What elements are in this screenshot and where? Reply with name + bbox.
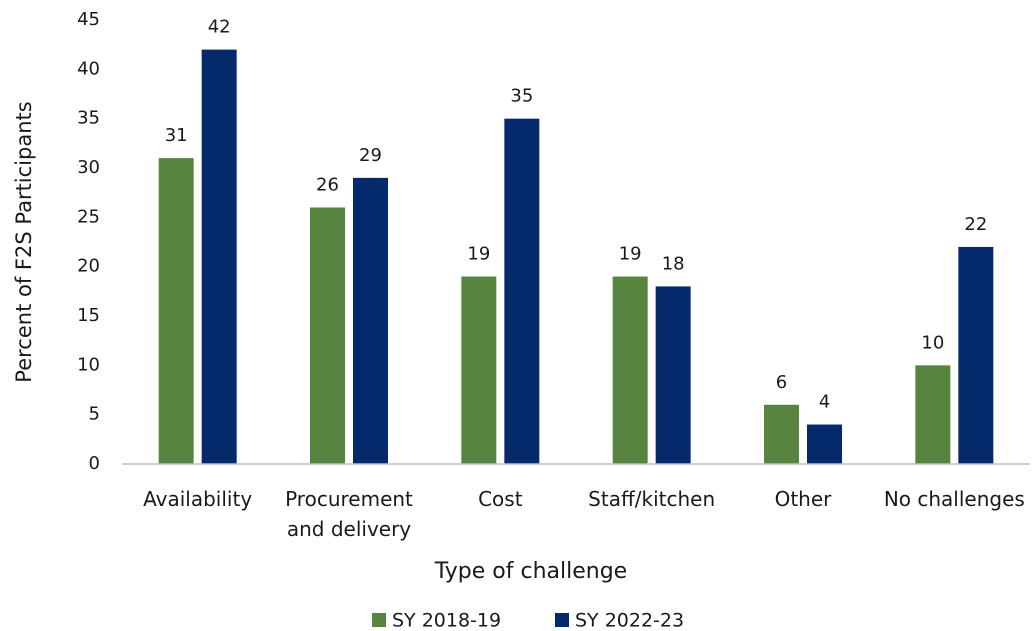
- data-label: 42: [208, 17, 231, 38]
- data-label: 31: [165, 125, 188, 146]
- x-axis-title: Type of challenge: [434, 559, 627, 584]
- y-tick-label: 45: [77, 9, 100, 30]
- y-axis-title: Percent of F2S Participants: [12, 101, 36, 382]
- data-label: 29: [359, 145, 382, 166]
- legend-label: SY 2022-23: [575, 610, 684, 631]
- bar: [764, 404, 799, 464]
- y-tick-label: 35: [77, 108, 100, 129]
- bar: [655, 286, 691, 464]
- data-label: 10: [921, 332, 944, 353]
- bar: [310, 207, 345, 464]
- data-label: 35: [510, 86, 533, 107]
- y-tick-label: 5: [89, 404, 100, 425]
- bar: [807, 424, 842, 464]
- y-tick-label: 30: [77, 157, 100, 178]
- data-label: 19: [619, 244, 642, 265]
- y-tick-label: 0: [89, 453, 100, 474]
- data-label: 26: [316, 174, 339, 195]
- x-tick-label: Cost: [478, 487, 523, 511]
- bar: [504, 118, 540, 465]
- legend-label: SY 2018-19: [392, 610, 501, 631]
- data-label: 18: [662, 253, 685, 274]
- x-tick-label: No challenges: [883, 487, 1025, 511]
- bar: [461, 276, 497, 464]
- legend-swatch: [555, 613, 569, 627]
- y-tick-label: 40: [77, 58, 100, 79]
- x-tick-label: Staff/kitchen: [588, 487, 716, 511]
- legend-swatch: [372, 613, 386, 627]
- bar: [353, 177, 388, 464]
- data-label: 4: [819, 392, 830, 413]
- bar: [201, 49, 237, 464]
- x-tick-label: Availability: [143, 487, 253, 511]
- y-tick-label: 25: [77, 206, 100, 227]
- y-tick-label: 15: [77, 305, 100, 326]
- bar: [612, 276, 648, 464]
- x-tick-label: Other: [774, 487, 832, 511]
- bar: [958, 246, 994, 464]
- x-tick-label: Procurement and delivery: [285, 487, 413, 541]
- y-tick-label: 20: [77, 256, 100, 277]
- data-label: 6: [776, 372, 787, 393]
- y-tick-label: 10: [77, 354, 100, 375]
- bar: [915, 365, 951, 464]
- bar: [158, 158, 194, 464]
- data-label: 22: [964, 214, 987, 235]
- data-label: 19: [467, 244, 490, 265]
